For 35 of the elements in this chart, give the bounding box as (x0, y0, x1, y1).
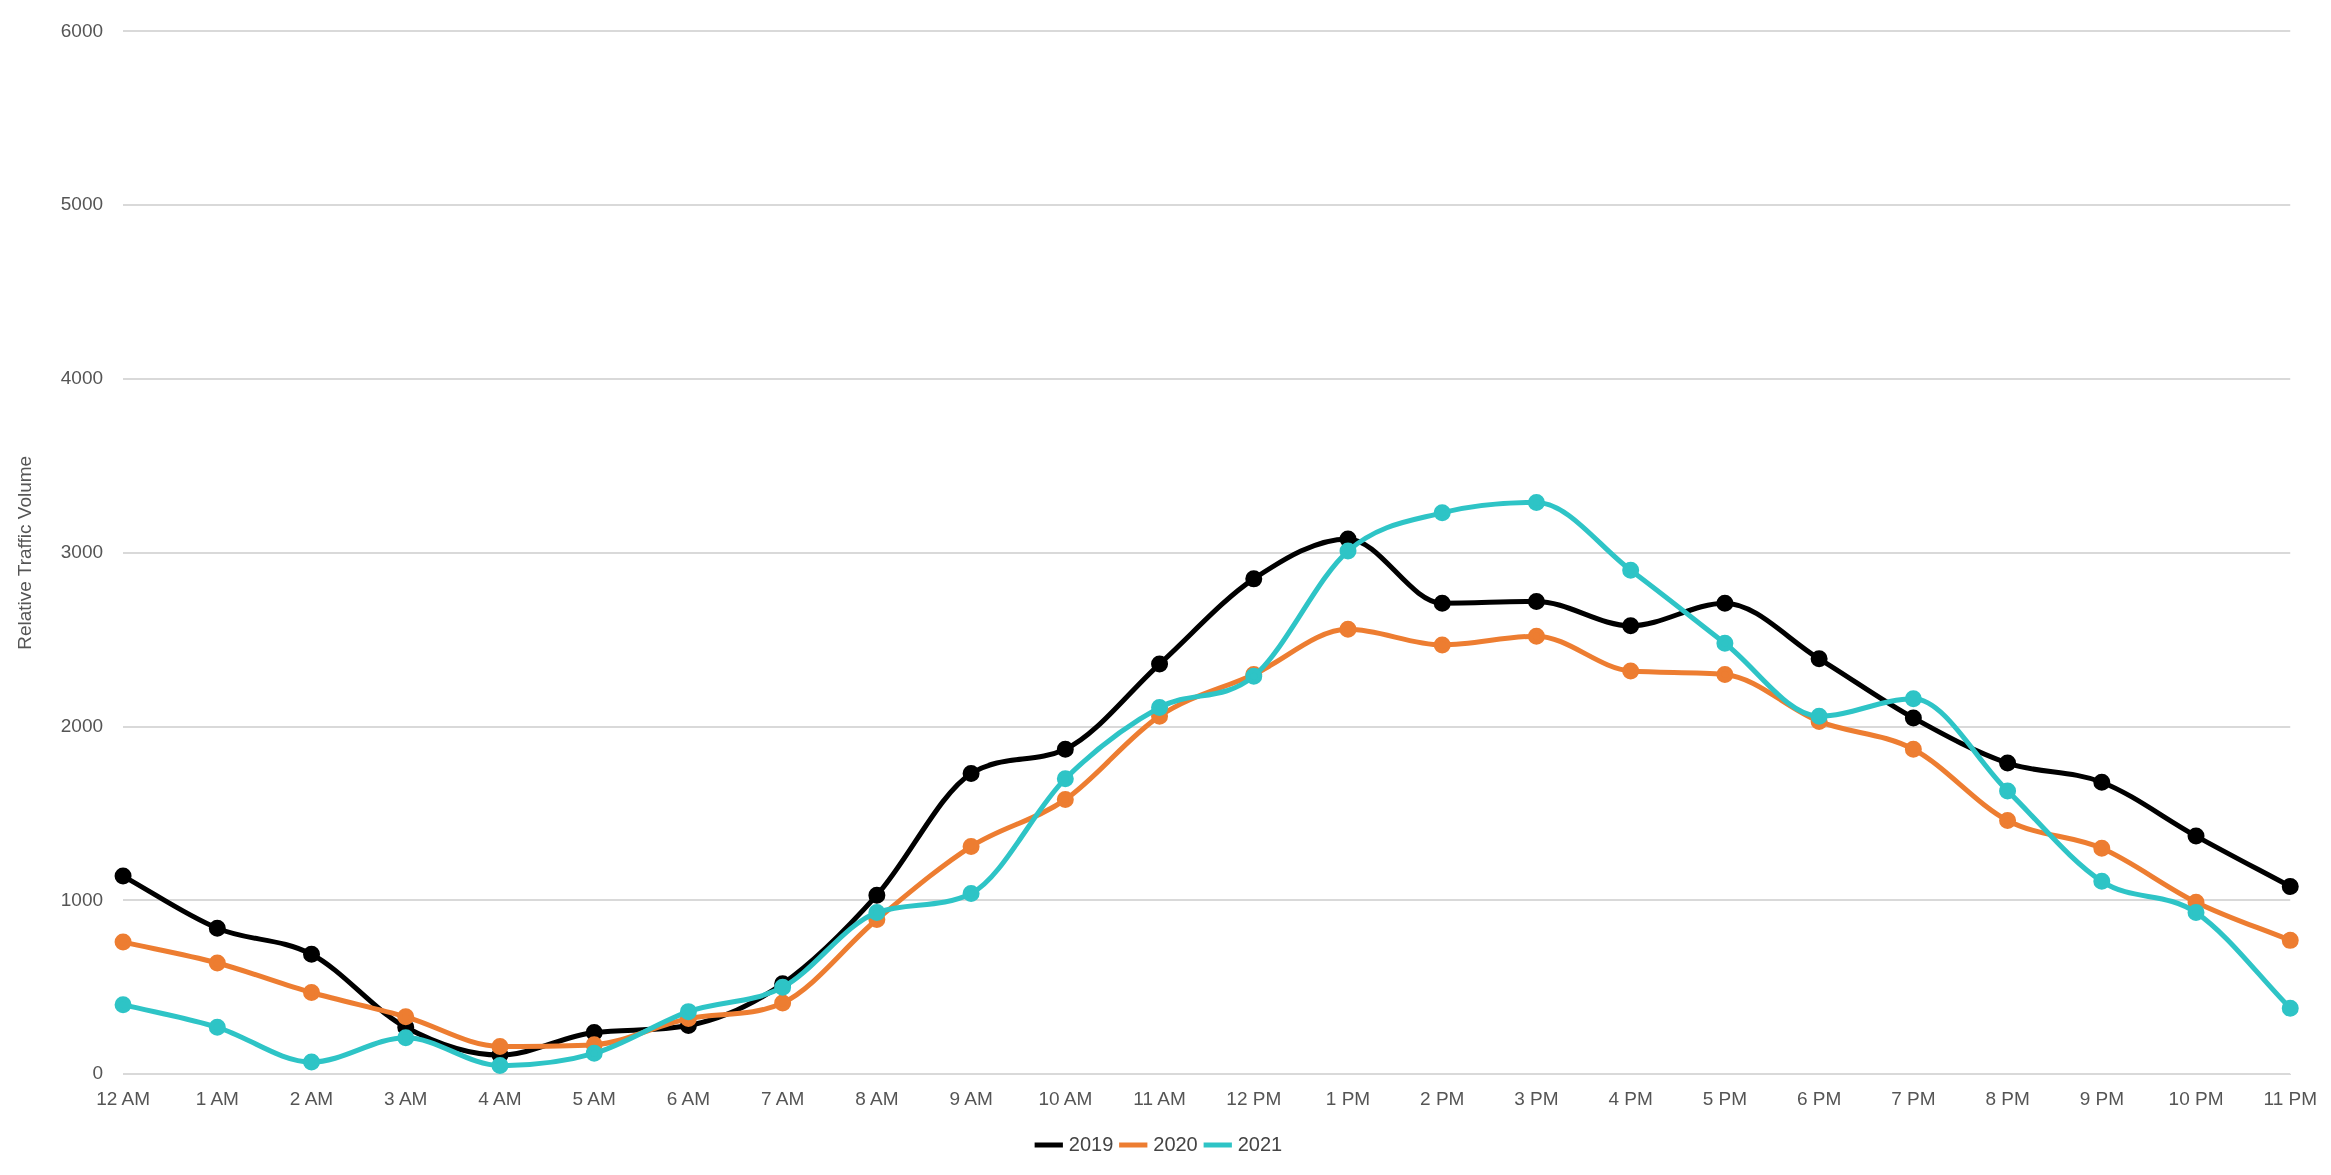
x-tick-label: 11 PM (2263, 1087, 2318, 1109)
x-tick-label: 12 AM (96, 1087, 151, 1109)
x-tick-label: 1 PM (1325, 1087, 1371, 1109)
x-tick-label: 12 PM (1226, 1087, 1282, 1109)
y-tick-label: 4000 (60, 367, 104, 389)
legend-label: 2021 (1237, 1132, 1283, 1155)
x-tick-label: 4 PM (1608, 1087, 1653, 1109)
y-tick-label: 2000 (60, 714, 104, 736)
x-tick-label: 2 PM (1420, 1087, 1465, 1109)
x-tick-label: 10 PM (2168, 1087, 2224, 1109)
y-tick-label: 0 (92, 1062, 104, 1084)
x-tick-label: 1 AM (195, 1087, 239, 1109)
x-tick-label: 7 PM (1891, 1087, 1936, 1109)
x-tick-label: 6 AM (666, 1087, 711, 1109)
y-tick-label: 5000 (60, 193, 104, 215)
x-tick-label: 6 PM (1796, 1087, 1842, 1109)
y-axis-title: Relative Traffic Volume (13, 455, 35, 650)
x-tick-label: 5 PM (1702, 1087, 1748, 1109)
x-tick-label: 11 AM (1133, 1087, 1186, 1109)
x-tick-label: 9 AM (949, 1087, 993, 1109)
x-tick-label: 3 PM (1514, 1087, 1559, 1109)
legend-label: 2019 (1068, 1132, 1114, 1155)
x-tick-label: 7 AM (760, 1087, 805, 1109)
y-tick-label: 1000 (60, 888, 104, 910)
x-tick-label: 8 AM (855, 1087, 899, 1109)
x-tick-label: 3 AM (384, 1087, 428, 1109)
y-tick-label: 3000 (60, 541, 104, 563)
x-tick-label: 4 AM (478, 1087, 522, 1109)
legend-label: 2020 (1153, 1132, 1198, 1155)
y-tick-label: 6000 (60, 19, 104, 41)
x-tick-label: 10 AM (1038, 1087, 1093, 1109)
x-tick-label: 2 AM (289, 1087, 334, 1109)
x-tick-label: 8 PM (1985, 1087, 2030, 1109)
x-tick-label: 9 PM (2079, 1087, 2124, 1109)
x-tick-label: 5 AM (572, 1087, 616, 1109)
